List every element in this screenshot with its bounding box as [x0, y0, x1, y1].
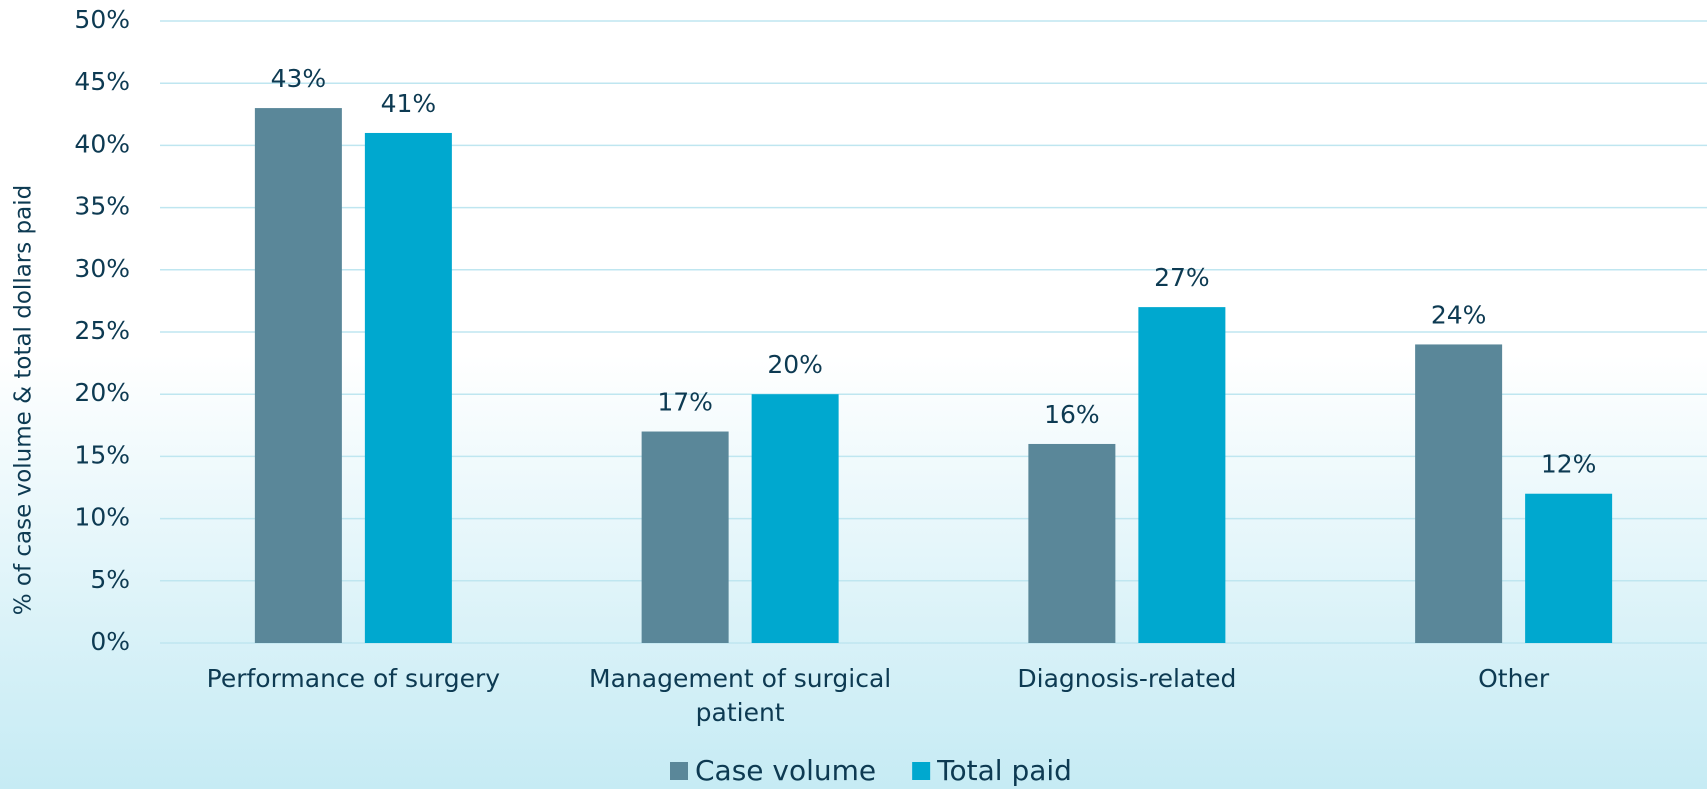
data-label: 12%: [1541, 450, 1597, 479]
y-tick-label: 15%: [74, 440, 130, 469]
y-tick-label: 5%: [90, 565, 130, 594]
legend-swatch: [912, 762, 931, 780]
legend-label: Total paid: [936, 754, 1072, 787]
y-tick-label: 40%: [74, 129, 130, 158]
y-tick-label: 20%: [74, 378, 130, 407]
x-tick-label: Performance of surgery: [206, 664, 501, 693]
y-tick-label: 25%: [74, 316, 130, 345]
y-tick-label: 30%: [74, 254, 130, 283]
x-tick-label: Other: [1478, 664, 1550, 693]
y-tick-label: 45%: [74, 67, 130, 96]
x-tick-label: Diagnosis-related: [1017, 664, 1237, 693]
y-axis-title: % of case volume & total dollars paid: [11, 185, 37, 615]
bar: [364, 132, 452, 643]
data-label: 20%: [767, 350, 823, 379]
y-tick-label: 0%: [90, 627, 130, 656]
bar: [1028, 443, 1116, 643]
data-label: 24%: [1431, 300, 1487, 329]
y-tick-label: 35%: [74, 192, 130, 221]
bar: [1525, 493, 1613, 643]
legend-swatch: [670, 762, 688, 780]
data-label: 27%: [1154, 263, 1210, 292]
bar: [641, 431, 729, 643]
bar: [1415, 344, 1503, 643]
data-label: 41%: [381, 89, 437, 118]
bar: [1138, 307, 1226, 643]
bar: [751, 394, 839, 643]
x-tick-label: Management of surgical patient: [589, 664, 892, 727]
y-tick-label: 10%: [74, 503, 130, 532]
data-label: 16%: [1044, 400, 1100, 429]
data-label: 43%: [271, 64, 327, 93]
legend-label: Case volume: [695, 754, 876, 787]
y-tick-label: 50%: [74, 5, 130, 34]
data-label: 17%: [657, 388, 713, 417]
bar: [254, 108, 342, 643]
